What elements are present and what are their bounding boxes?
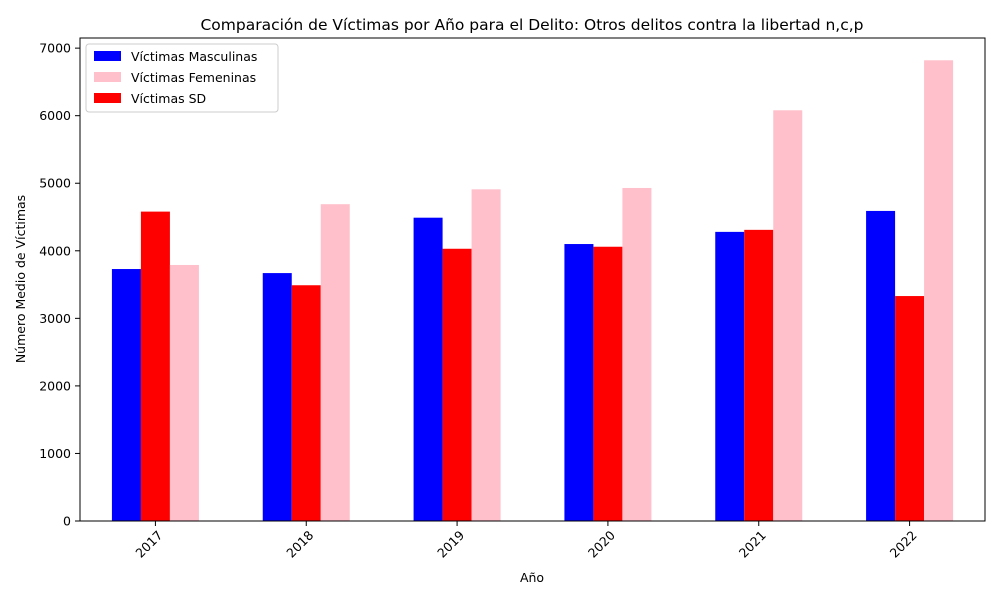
y-tick-label: 6000 — [39, 108, 71, 123]
y-axis-label: Número Medio de Víctimas — [13, 195, 28, 363]
legend-swatch — [94, 93, 121, 103]
bar-v-ctimas-sd-2018 — [291, 285, 321, 521]
legend: Víctimas Masculinas Víctimas Femeninas Víc… — [85, 43, 279, 113]
plot-frame — [79, 37, 986, 522]
x-tick-label: 2021 — [736, 528, 769, 561]
x-axis-label: Año — [520, 570, 544, 585]
bar-v-ctimas-femeninas-2017 — [169, 264, 199, 521]
y-tick-label: 7000 — [39, 41, 71, 56]
x-tick-label: 2020 — [585, 527, 618, 560]
y-tick-label: 3000 — [39, 311, 71, 326]
bar-v-ctimas-masculinas-2020 — [564, 244, 594, 521]
bar-v-ctimas-masculinas-2022 — [866, 210, 896, 521]
bar-v-ctimas-sd-2017 — [140, 211, 170, 521]
y-tick-label: 0 — [63, 514, 71, 529]
y-tick-label: 5000 — [39, 176, 71, 191]
x-tick-label: 2017 — [132, 528, 165, 561]
bar-v-ctimas-femeninas-2020 — [622, 187, 652, 521]
bar-v-ctimas-sd-2019 — [442, 248, 472, 521]
chart-title: Comparación de Víctimas por Año para el … — [200, 16, 863, 34]
legend-label: Víctimas Masculinas — [131, 49, 257, 64]
y-tick-label: 4000 — [39, 243, 71, 258]
bar-v-ctimas-masculinas-2021 — [715, 231, 745, 521]
bar-v-ctimas-femeninas-2022 — [924, 60, 954, 522]
x-axis-ticks: 2017 2018 2019 2020 2021 2022 — [132, 521, 920, 561]
bar-v-ctimas-masculinas-2019 — [413, 217, 443, 521]
x-tick-label: 2018 — [283, 527, 316, 560]
legend-swatch — [94, 72, 121, 82]
bar-v-ctimas-femeninas-2021 — [773, 110, 803, 521]
plot-area — [111, 60, 954, 522]
y-tick-label: 1000 — [39, 446, 71, 461]
bar-v-ctimas-femeninas-2019 — [471, 189, 501, 521]
bar-v-ctimas-sd-2020 — [593, 246, 623, 521]
x-tick-label: 2019 — [434, 527, 467, 560]
y-axis-ticks: 0 1000 2000 3000 4000 5000 6000 7000 — [39, 41, 80, 529]
bar-v-ctimas-femeninas-2018 — [320, 204, 350, 521]
legend-label: Víctimas Femeninas — [131, 70, 256, 85]
legend-label: Víctimas SD — [131, 91, 206, 106]
bar-v-ctimas-masculinas-2017 — [111, 269, 141, 521]
bar-v-ctimas-sd-2021 — [744, 229, 774, 522]
y-tick-label: 2000 — [39, 378, 71, 393]
bar-v-ctimas-masculinas-2018 — [262, 273, 292, 521]
legend-box — [85, 43, 279, 113]
legend-swatch — [94, 51, 121, 61]
x-tick-label: 2022 — [887, 528, 920, 561]
bar-v-ctimas-sd-2022 — [895, 296, 925, 521]
